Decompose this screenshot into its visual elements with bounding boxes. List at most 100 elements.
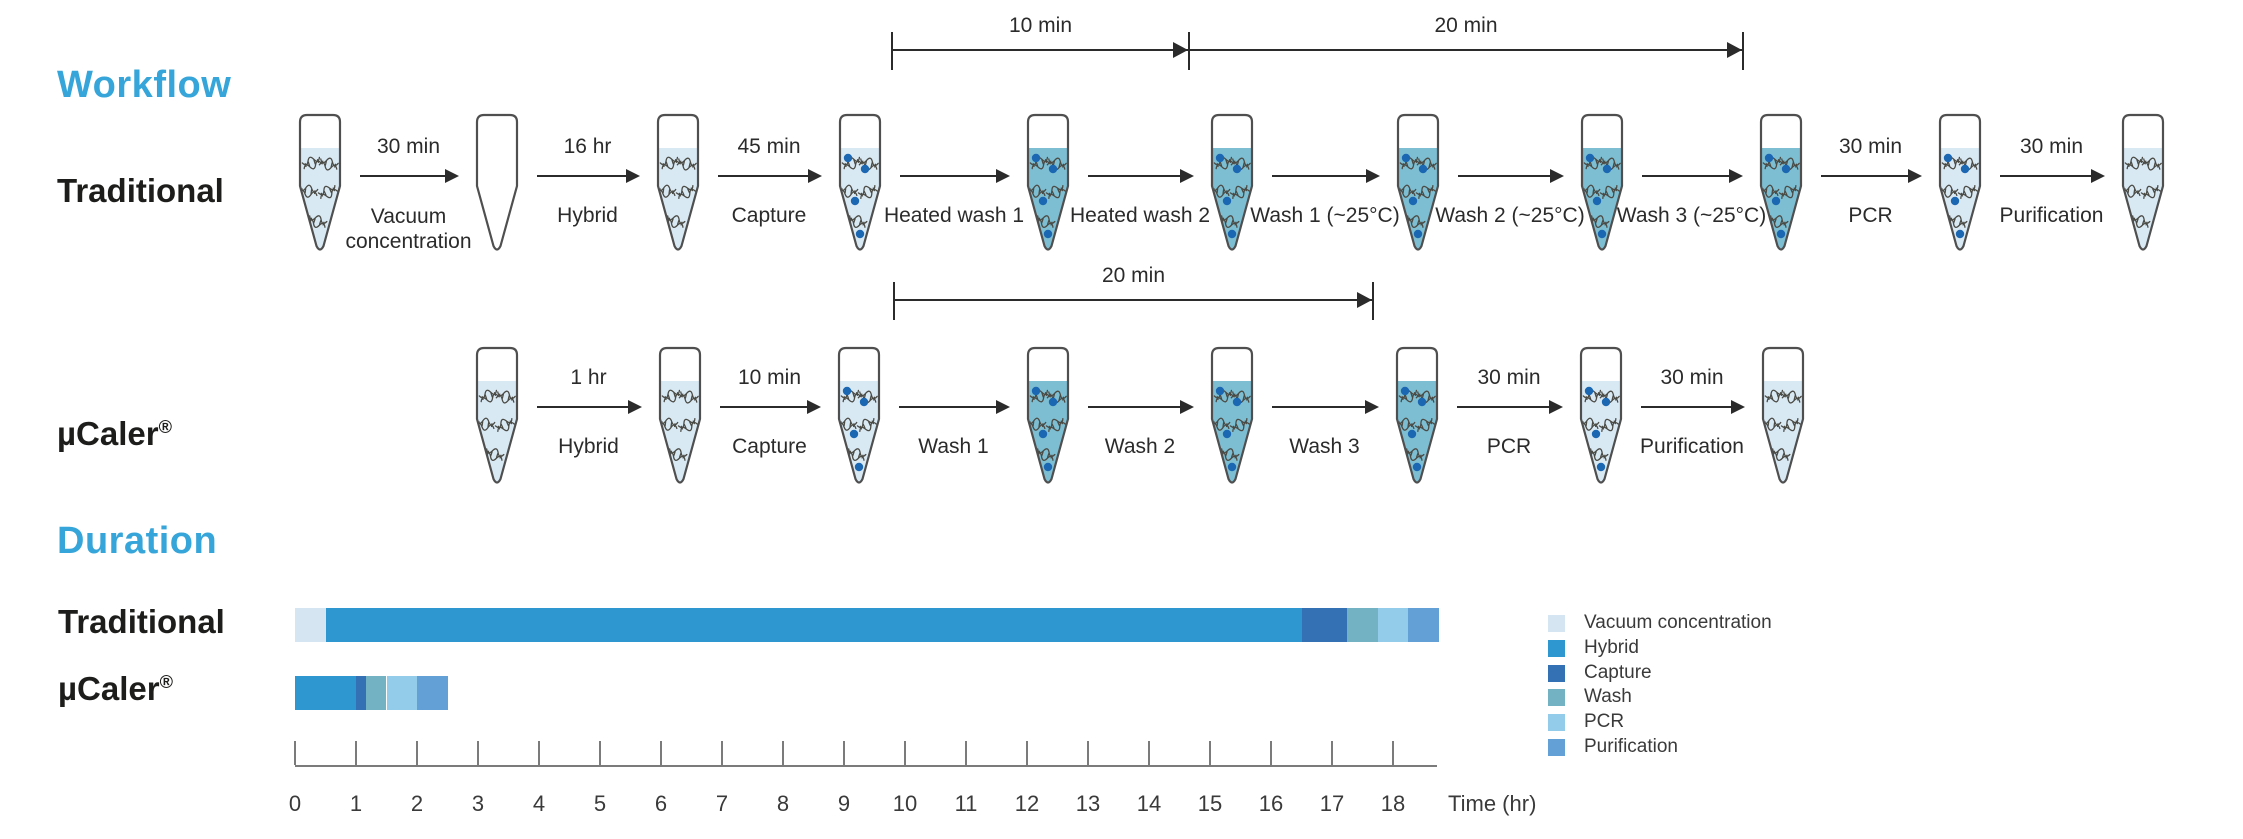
tube-light-dna-beads xyxy=(1935,112,1985,254)
tube-light-dna-beads xyxy=(834,345,884,487)
dna-icon xyxy=(484,448,505,461)
dna-icon xyxy=(846,448,867,461)
bead-icon xyxy=(842,386,852,396)
tube-icon xyxy=(1395,346,1439,484)
dna-icon xyxy=(1414,417,1435,433)
dna-icon xyxy=(2141,157,2162,171)
step-label: Wash 2 xyxy=(1104,435,1176,458)
dna-icon xyxy=(1045,417,1066,433)
bead-icon xyxy=(1771,196,1781,206)
step-label: Purification xyxy=(1640,435,1744,458)
step-time: 30 min xyxy=(1477,366,1541,389)
tube-light-dna xyxy=(2118,112,2168,254)
dna-icon xyxy=(494,417,515,433)
dna-icon xyxy=(478,389,499,403)
dna-icon xyxy=(1781,390,1802,404)
bead-icon xyxy=(1413,229,1423,239)
tube-teal-dna-beads xyxy=(1393,112,1443,254)
axis-tick xyxy=(965,741,967,765)
axis-tick-label: 10 xyxy=(892,791,918,816)
bead-icon xyxy=(1764,153,1774,163)
dna-icon xyxy=(1045,184,1066,200)
step-arrow xyxy=(1457,400,1563,414)
tube-light-dna xyxy=(653,112,703,254)
bead-icon xyxy=(1222,429,1232,439)
dna-icon xyxy=(1599,184,1620,200)
dna-icon xyxy=(1778,184,1799,200)
step-label: PCR xyxy=(1848,204,1893,227)
step-label: Wash 3 (~25°C) xyxy=(1616,204,1767,227)
bead-icon xyxy=(1048,397,1058,407)
axis-tick-label: 7 xyxy=(715,791,729,816)
workflow-heading: Workflow xyxy=(57,64,232,106)
dna-icon xyxy=(1404,448,1425,461)
dna-icon xyxy=(856,417,877,433)
dna-icon xyxy=(675,184,696,200)
axis-title: Time (hr) xyxy=(1448,791,1537,816)
step-time: 30 min xyxy=(1838,135,1903,158)
tube-icon xyxy=(298,113,342,251)
bead-icon xyxy=(1048,164,1058,174)
bracket-arrowhead-icon xyxy=(1357,292,1372,308)
axis-tick-label: 2 xyxy=(410,791,424,816)
dna-icon xyxy=(317,184,338,200)
tube-light-dna xyxy=(655,345,705,487)
bracket-arrowhead-icon xyxy=(1727,42,1742,58)
tube-teal-dna-beads xyxy=(1392,345,1442,487)
bar-segment-purification xyxy=(1408,608,1439,642)
dna-icon xyxy=(1768,215,1789,228)
bead-icon xyxy=(855,229,865,239)
dna-icon xyxy=(1763,417,1782,431)
bracket-tick xyxy=(891,32,893,70)
bracket-arrowhead-icon xyxy=(1173,42,1188,58)
tube-icon xyxy=(1396,113,1440,251)
bead-icon xyxy=(1038,196,1048,206)
bead-icon xyxy=(1043,462,1053,472)
dna-icon xyxy=(1219,215,1240,228)
bar-segment-pcr xyxy=(386,676,417,710)
tube-icon xyxy=(475,113,519,251)
dna-icon xyxy=(1582,184,1601,198)
dna-icon xyxy=(1589,215,1610,228)
step-label: Capture xyxy=(732,435,807,458)
axis-tick-label: 14 xyxy=(1136,791,1162,816)
axis-tick xyxy=(1331,741,1333,765)
step-time: 30 min xyxy=(376,135,441,158)
dna-icon xyxy=(1398,389,1419,403)
bar-segment-hybrid xyxy=(295,676,356,710)
dna-icon xyxy=(1405,215,1426,228)
tube-icon xyxy=(1026,346,1070,484)
axis-tick xyxy=(1087,741,1089,765)
bracket-label: 20 min xyxy=(1434,14,1498,37)
dna-icon xyxy=(2140,184,2161,200)
dna-icon xyxy=(1947,215,1968,228)
axis-tick-label: 15 xyxy=(1197,791,1223,816)
legend-label: Capture xyxy=(1584,661,1652,683)
axis-tick xyxy=(294,741,296,765)
legend-label: Vacuum concentration xyxy=(1584,612,1772,633)
step-label: Heated wash 2 xyxy=(1069,204,1211,227)
tube-icon xyxy=(1210,113,1254,251)
bracket-tick xyxy=(1372,282,1374,320)
tube-icon xyxy=(837,346,881,484)
axis-tick xyxy=(538,741,540,765)
step-label: Wash 2 (~25°C) xyxy=(1435,204,1585,227)
axis-tick xyxy=(660,741,662,765)
bead-icon xyxy=(1043,229,1053,239)
tube-icon xyxy=(1759,113,1803,251)
tube-light-dna-beads xyxy=(835,112,885,254)
dna-icon xyxy=(495,390,516,404)
tube-icon xyxy=(1026,113,1070,251)
tube-teal-dna-beads xyxy=(1023,112,1073,254)
step-arrow xyxy=(2000,169,2105,183)
tube-icon xyxy=(2121,113,2165,251)
axis-tick-label: 18 xyxy=(1380,791,1406,816)
dna-icon xyxy=(2124,156,2145,170)
dna-icon xyxy=(661,389,682,403)
bead-icon xyxy=(1215,153,1225,163)
bead-icon xyxy=(850,196,860,206)
dna-icon xyxy=(1035,448,1056,461)
dna-icon xyxy=(2123,184,2142,198)
bar-segment-capture xyxy=(356,676,367,710)
